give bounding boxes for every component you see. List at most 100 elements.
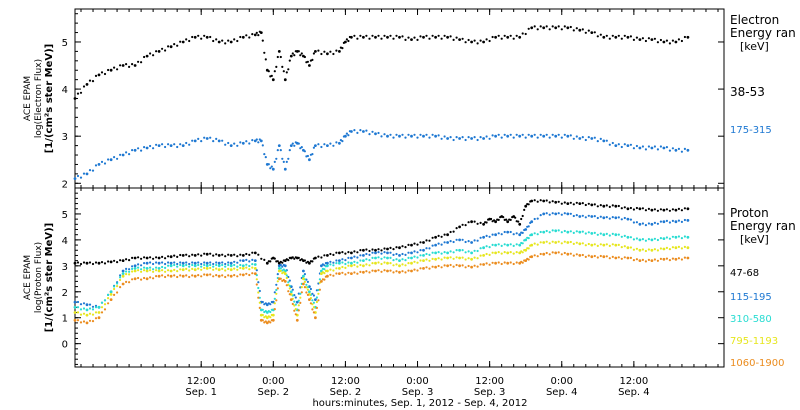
- data-point: [668, 149, 672, 152]
- data-point: [407, 243, 410, 246]
- data-point: [620, 257, 623, 260]
- data-point: [587, 214, 590, 217]
- data-point: [209, 266, 212, 270]
- data-point: [452, 138, 455, 142]
- data-point: [485, 262, 488, 265]
- data-point: [470, 265, 473, 269]
- data-point: [233, 142, 236, 145]
- data-point: [128, 153, 131, 156]
- data-point: [638, 146, 642, 150]
- data-point: [85, 308, 89, 312]
- legend-entry: 175-315: [730, 125, 772, 136]
- data-point: [281, 265, 284, 268]
- data-point: [131, 63, 134, 66]
- data-point: [497, 243, 500, 246]
- data-point: [470, 257, 473, 261]
- data-point: [374, 256, 377, 260]
- data-point: [386, 247, 389, 251]
- data-point: [241, 259, 245, 262]
- data-point: [374, 35, 377, 39]
- data-point: [140, 278, 143, 281]
- data-point: [653, 237, 657, 240]
- data-point: [371, 262, 374, 265]
- data-point: [82, 312, 86, 315]
- data-point: [215, 38, 218, 41]
- data-point: [410, 251, 413, 255]
- data-point: [566, 134, 570, 138]
- data-point: [167, 264, 170, 267]
- data-point: [291, 52, 294, 55]
- data-point: [314, 50, 317, 53]
- data-point: [479, 254, 482, 257]
- data-point: [566, 241, 570, 244]
- data-point: [677, 38, 681, 41]
- data-point: [344, 259, 347, 262]
- data-point: [623, 245, 626, 248]
- data-point: [380, 37, 383, 40]
- data-point: [392, 259, 395, 262]
- data-point: [524, 259, 528, 262]
- data-point: [680, 247, 684, 250]
- data-point: [152, 257, 155, 260]
- data-point: [523, 208, 526, 211]
- data-point: [356, 37, 359, 40]
- data-point: [602, 233, 606, 237]
- data-point: [326, 261, 329, 265]
- data-point: [79, 262, 83, 266]
- data-point: [386, 256, 389, 260]
- data-point: [524, 248, 528, 252]
- data-point: [446, 137, 449, 140]
- data-point: [257, 34, 260, 37]
- data-point: [181, 264, 185, 268]
- data-point: [143, 269, 146, 272]
- data-point: [241, 254, 245, 257]
- data-point: [215, 267, 218, 270]
- series-115-195: [73, 212, 690, 309]
- data-point: [497, 251, 500, 254]
- data-point: [683, 35, 687, 39]
- data-point: [152, 277, 155, 280]
- y-axis-label: [1/(cm²s ster MeV)]: [44, 44, 55, 153]
- data-point: [671, 257, 675, 260]
- data-point: [303, 150, 306, 153]
- data-point: [85, 321, 89, 325]
- data-point: [602, 255, 606, 259]
- data-point: [236, 255, 239, 258]
- data-point: [476, 249, 479, 253]
- data-point: [359, 129, 362, 132]
- data-point: [407, 251, 410, 254]
- data-point: [179, 274, 182, 277]
- data-point: [431, 236, 434, 239]
- data-point: [221, 274, 224, 277]
- data-point: [137, 147, 140, 150]
- data-point: [269, 167, 272, 170]
- data-point: [76, 300, 80, 304]
- data-point: [191, 267, 194, 270]
- data-point: [253, 33, 257, 37]
- data-point: [686, 148, 690, 152]
- data-point: [359, 270, 362, 273]
- data-point: [521, 231, 524, 234]
- data-point: [485, 252, 488, 256]
- data-point: [229, 268, 233, 272]
- data-point: [215, 274, 218, 277]
- data-point: [245, 266, 248, 269]
- data-point: [128, 281, 131, 284]
- data-point: [611, 204, 614, 207]
- data-point: [302, 269, 305, 273]
- data-point: [281, 157, 284, 160]
- data-point: [611, 255, 614, 258]
- data-point: [335, 259, 338, 262]
- data-point: [181, 254, 185, 257]
- data-point: [488, 253, 491, 256]
- data-point: [515, 251, 518, 254]
- data-point: [383, 247, 386, 250]
- data-point: [217, 261, 221, 265]
- data-point: [241, 264, 245, 268]
- data-point: [107, 293, 110, 296]
- data-point: [542, 252, 546, 256]
- data-point: [434, 243, 437, 247]
- data-point: [371, 248, 374, 251]
- series-47-68: [73, 199, 690, 266]
- data-point: [614, 243, 618, 247]
